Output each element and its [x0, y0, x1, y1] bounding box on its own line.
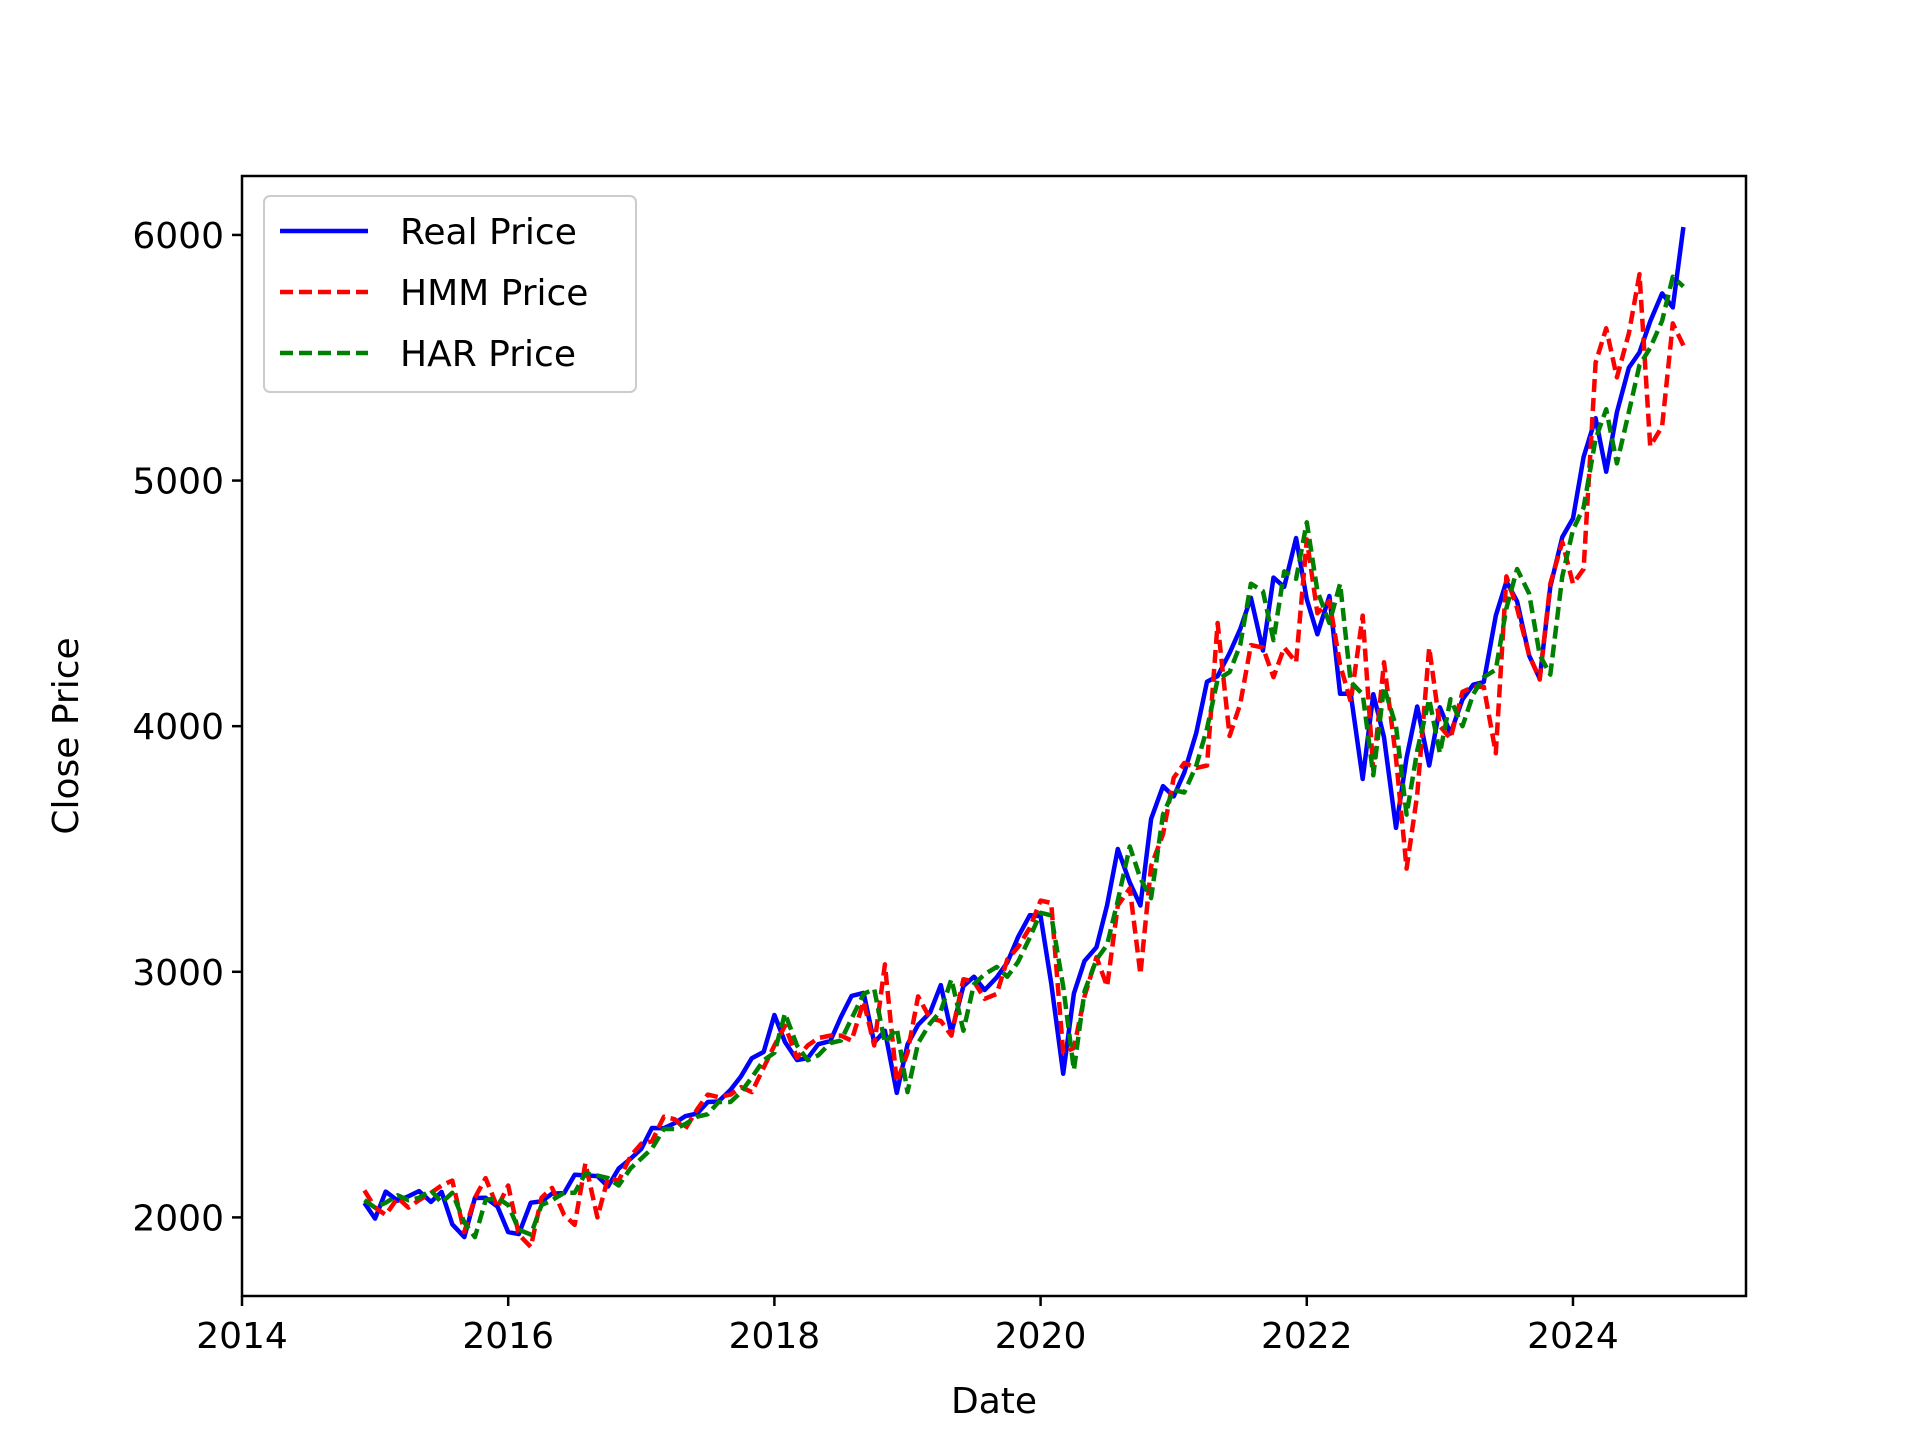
x-tick-label: 2022	[1261, 1316, 1353, 1357]
x-tick-label: 2024	[1527, 1316, 1619, 1357]
y-tick-label: 4000	[132, 707, 224, 748]
y-tick-label: 3000	[132, 953, 224, 994]
series-line-3	[363, 274, 1685, 1240]
legend-frame	[263, 195, 637, 393]
y-axis-title: Close Price	[46, 637, 87, 834]
legend-label-1: Real Price	[400, 212, 577, 253]
x-axis: 2014 2016 2018 2020 2022 2024	[196, 1296, 1619, 1357]
legend-label-2: HMM Price	[400, 273, 588, 314]
x-tick-label: 2018	[729, 1316, 821, 1357]
legend-label-3: HAR Price	[400, 334, 576, 375]
y-tick-label: 2000	[132, 1198, 224, 1239]
series-layer	[362, 226, 1686, 1250]
y-tick-label: 5000	[132, 462, 224, 503]
y-tick-label: 6000	[132, 216, 224, 257]
legend: Real Price HMM Price HAR Price	[263, 195, 637, 393]
plot-area-frame	[240, 174, 1748, 1298]
x-tick-label: 2020	[995, 1316, 1087, 1357]
y-axis: 2000 3000 4000 5000 6000	[132, 216, 242, 1239]
x-tick-label: 2016	[462, 1316, 554, 1357]
x-tick-label: 2014	[196, 1316, 288, 1357]
x-axis-title: Date	[951, 1381, 1037, 1422]
